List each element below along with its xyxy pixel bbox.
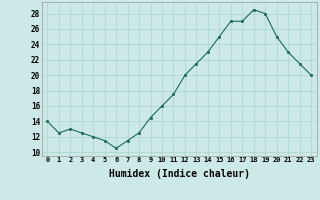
X-axis label: Humidex (Indice chaleur): Humidex (Indice chaleur) <box>109 169 250 179</box>
